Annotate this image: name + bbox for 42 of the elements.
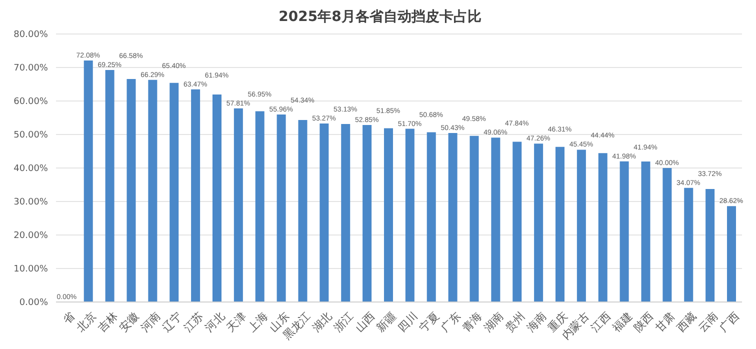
y-tick-label: 70.00% <box>14 64 48 74</box>
bar <box>148 80 158 302</box>
x-tick-label: 江西 <box>588 310 614 335</box>
bar <box>620 161 629 302</box>
bar <box>362 124 372 302</box>
bar <box>126 78 136 302</box>
bar <box>405 128 414 302</box>
bar <box>491 138 500 302</box>
bar <box>84 60 93 302</box>
bar <box>662 168 672 302</box>
bar <box>170 82 179 302</box>
y-tick-label: 0.00% <box>19 298 48 308</box>
bar <box>255 111 264 302</box>
bar <box>684 188 694 302</box>
chart-title: 2025年8月各省自动挡皮卡占比 <box>278 8 482 27</box>
bar <box>384 128 393 302</box>
bar <box>598 153 608 302</box>
bar <box>470 136 479 302</box>
y-tick-label: 60.00% <box>14 97 48 108</box>
y-tick-label: 50.00% <box>14 130 48 141</box>
y-tick-label: 20.00% <box>14 231 48 242</box>
bar <box>706 189 715 302</box>
bar <box>212 94 222 302</box>
bar <box>576 150 586 302</box>
bar <box>105 70 114 302</box>
bar <box>341 124 350 302</box>
bar <box>726 206 736 302</box>
bar <box>276 114 286 302</box>
bar <box>512 142 522 302</box>
bar <box>641 162 650 302</box>
y-tick-label: 10.00% <box>14 264 48 275</box>
bar <box>234 108 243 302</box>
y-tick-label: 30.00% <box>14 198 48 208</box>
bar <box>448 133 458 302</box>
y-tick-label: 40.00% <box>14 164 48 174</box>
bar <box>555 146 564 302</box>
bar <box>320 124 329 302</box>
y-tick-label: 80.00% <box>14 30 48 40</box>
bar <box>534 144 544 302</box>
bar <box>426 132 436 302</box>
bar <box>191 89 200 302</box>
bar <box>298 120 308 302</box>
